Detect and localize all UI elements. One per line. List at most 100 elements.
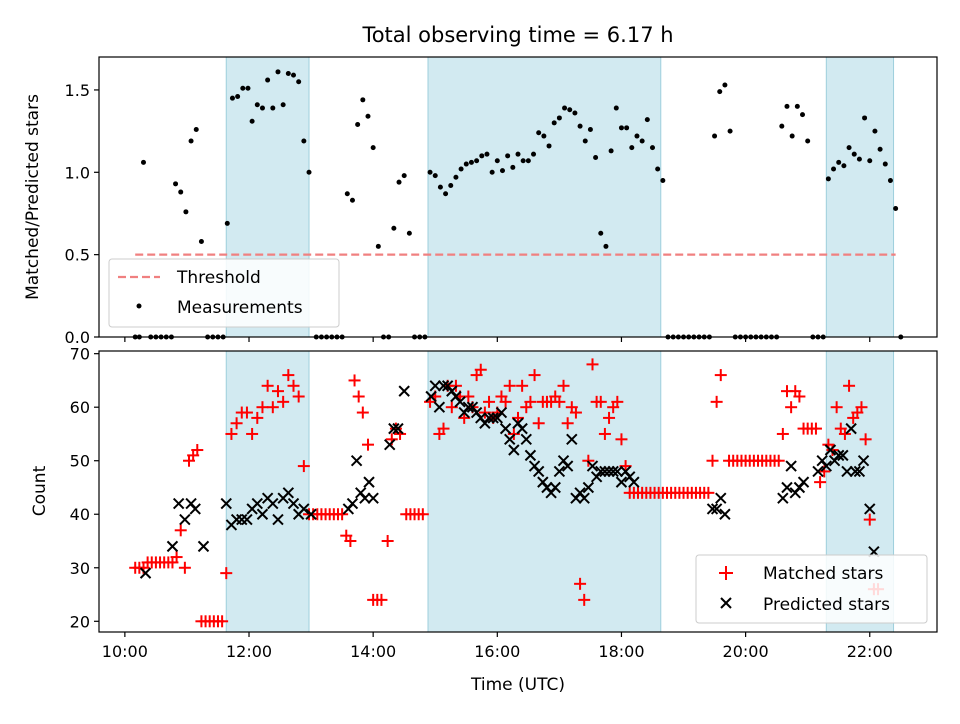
- matched-star-point: [297, 460, 310, 473]
- x-tick-label: 10:00: [102, 642, 148, 661]
- predicted-star-point: [139, 567, 152, 579]
- matched-star-point: [216, 615, 229, 628]
- matched-star-point: [282, 369, 295, 382]
- predicted-star-point: [363, 476, 375, 488]
- measurement-point: [779, 123, 785, 129]
- matched-star-point: [381, 535, 394, 548]
- predicted-star-point: [287, 497, 300, 510]
- matched-star-point: [220, 567, 233, 580]
- matched-star-point: [793, 390, 806, 403]
- measurement-point: [458, 166, 464, 172]
- measurement-point: [432, 173, 438, 179]
- measurement-point: [722, 82, 728, 88]
- predicted-star-point: [607, 465, 619, 478]
- matched-star-point: [553, 395, 566, 408]
- measurement-point: [198, 238, 204, 244]
- predicted-star-point: [578, 492, 590, 504]
- predicted-star-point: [824, 444, 837, 456]
- matched-star-point: [838, 427, 851, 440]
- measurement-point: [245, 85, 251, 91]
- matched-star-point: [503, 379, 516, 392]
- measurement-point: [794, 103, 800, 109]
- matched-star-point: [230, 417, 243, 430]
- top-axis-ticks: 0.0 0.5 1.0 1.5: [65, 81, 871, 347]
- predicted-star-point: [230, 513, 243, 526]
- measurement-point: [296, 79, 302, 85]
- predicted-star-point: [298, 503, 310, 515]
- matched-star-point: [615, 433, 628, 446]
- matched-star-point: [528, 369, 541, 382]
- measurement-point: [831, 166, 837, 172]
- predicted-star-point: [553, 465, 566, 478]
- matched-star-point: [336, 508, 349, 521]
- matched-star-point: [225, 427, 238, 440]
- predicted-star-point: [853, 465, 866, 478]
- matched-star-point: [524, 395, 537, 408]
- y-tick-label: 50: [70, 452, 90, 471]
- y-tick-label: 0.0: [65, 328, 90, 347]
- measurement-point: [178, 189, 184, 195]
- predicted-star-point: [516, 422, 528, 435]
- predicted-star-point: [454, 396, 466, 408]
- matched-star-point: [586, 358, 599, 371]
- matched-star-point: [532, 417, 545, 430]
- predicted-star-point: [857, 455, 870, 467]
- y-tick-label: 1.5: [65, 81, 90, 100]
- measurement-point: [183, 209, 189, 215]
- predicted-star-point: [719, 508, 731, 520]
- predicted-star-point: [172, 497, 185, 510]
- matched-star-point: [344, 535, 357, 548]
- predicted-star-point: [367, 492, 379, 504]
- x-tick-label: 12:00: [226, 642, 272, 661]
- matched-star-point: [702, 486, 715, 499]
- matched-star-point: [292, 390, 305, 403]
- measurement-point: [224, 220, 230, 226]
- measurement-point: [649, 145, 655, 151]
- predicted-star-point: [197, 540, 210, 553]
- threshold-legend-label: Threshold: [176, 268, 261, 288]
- predicted-star-point: [241, 513, 253, 526]
- measurement-point: [613, 105, 619, 111]
- measurement-point: [280, 102, 286, 108]
- x-tick-label: 20:00: [723, 642, 769, 661]
- measurement-point: [618, 125, 624, 131]
- matched-star-point: [261, 379, 274, 392]
- predicted-star-point: [785, 460, 797, 472]
- matched-star-point: [611, 395, 624, 408]
- observing-window-1: [225, 350, 310, 633]
- matched-star-point: [706, 454, 719, 467]
- top-legend-box: [108, 258, 340, 328]
- measurement-point: [401, 173, 407, 179]
- measurement-point: [370, 145, 376, 151]
- matched-star-point: [772, 454, 785, 467]
- measurement-point: [556, 115, 562, 121]
- measurement-point: [249, 118, 255, 124]
- matched-star-point: [474, 363, 487, 376]
- matched-star-point: [437, 422, 450, 435]
- measurement-point: [259, 105, 265, 111]
- matched-legend-swatch: [719, 566, 733, 580]
- measurement-point: [474, 158, 480, 164]
- measurement-point: [463, 161, 469, 167]
- measurement-point: [567, 107, 573, 113]
- predicted-legend-swatch: [720, 597, 732, 609]
- matched-star-point: [855, 401, 868, 414]
- predicted-star-point: [272, 513, 284, 526]
- observing-window-2: [427, 56, 662, 338]
- predicted-star-point: [706, 503, 719, 515]
- measurement-point: [862, 115, 868, 121]
- matched-star-point: [578, 593, 591, 606]
- matched-star-point: [277, 395, 290, 408]
- y-tick-label: 40: [70, 505, 90, 524]
- predicted-star-point: [508, 444, 520, 456]
- predicted-star-point: [256, 508, 269, 520]
- predicted-star-point: [487, 412, 499, 424]
- predicted-star-point: [346, 497, 359, 510]
- matched-star-point: [826, 444, 839, 457]
- measurements-legend-label: Measurements: [177, 298, 303, 318]
- measurement-point: [290, 72, 296, 78]
- matched-star-point: [174, 524, 187, 537]
- measurement-point: [265, 77, 271, 83]
- measurement-point: [551, 120, 557, 126]
